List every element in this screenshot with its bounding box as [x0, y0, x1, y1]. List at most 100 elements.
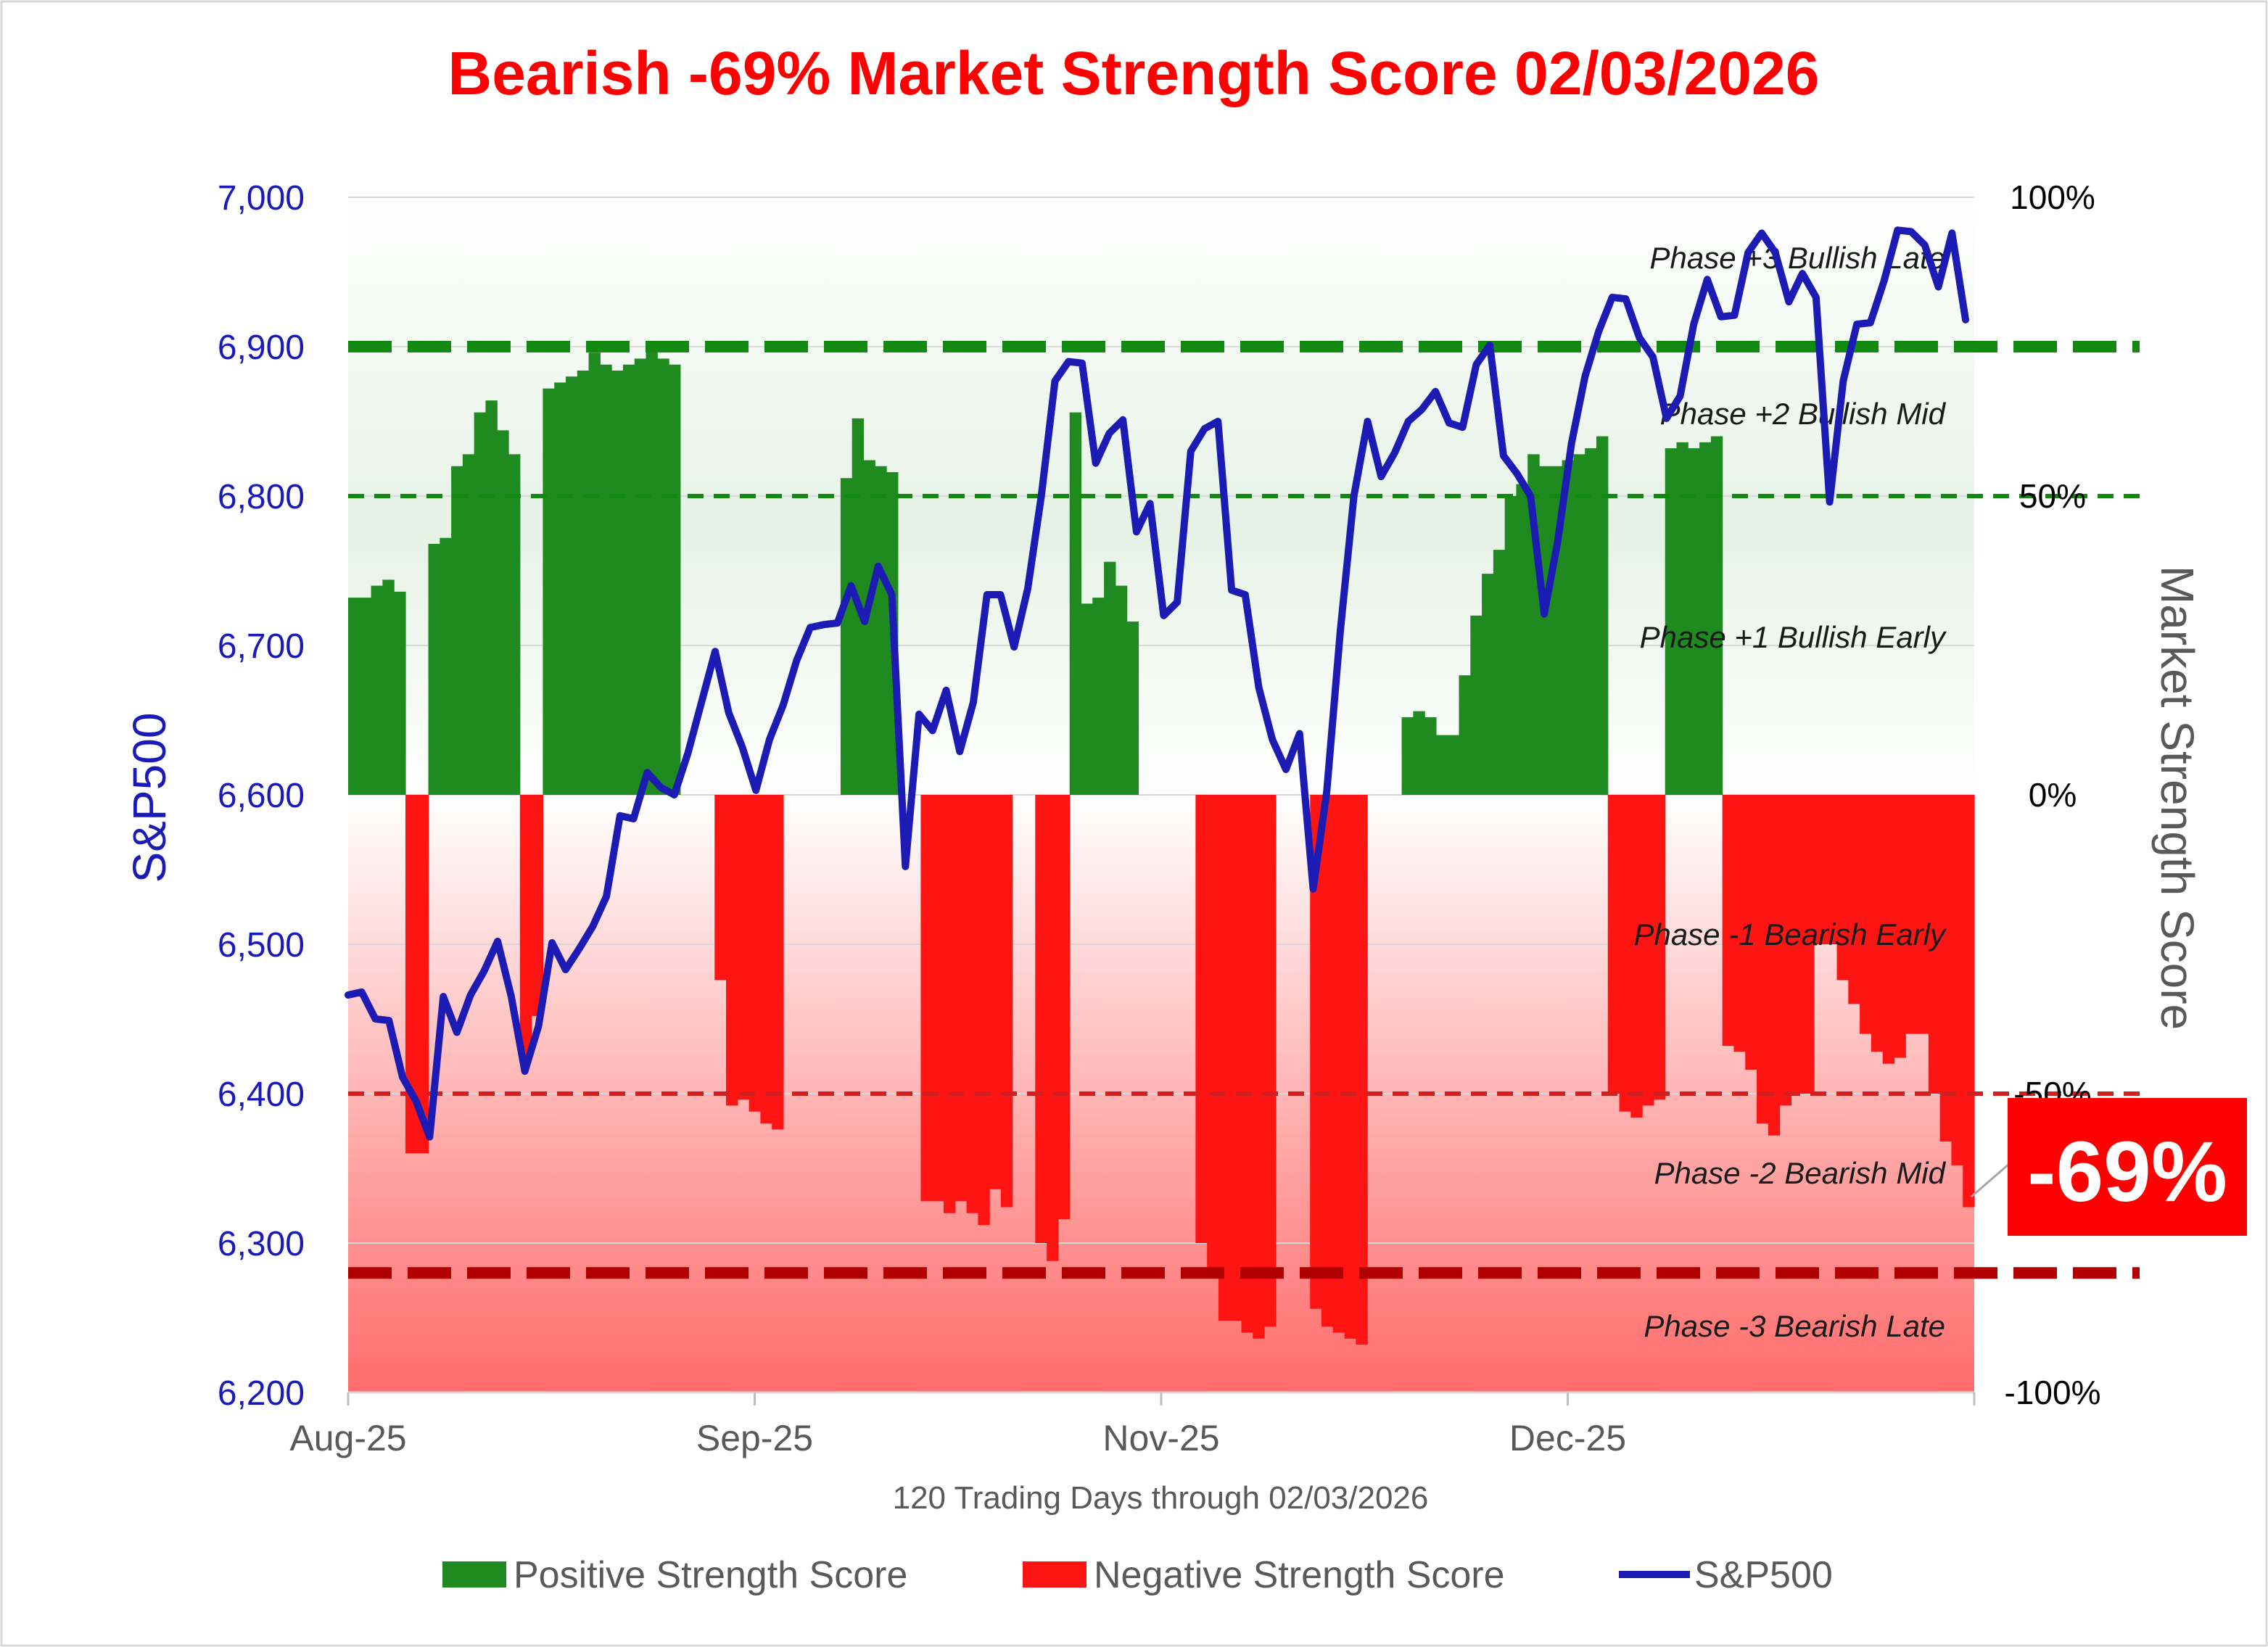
strength-bars: [348, 347, 1975, 1345]
bar-positive: [1710, 436, 1723, 795]
left-tick-label: 6,300: [218, 1225, 305, 1263]
bar-negative: [1894, 795, 1906, 1058]
axes: [347, 1391, 1976, 1405]
bar-positive: [588, 352, 601, 795]
phase-label: Phase -3 Bearish Late: [1644, 1309, 1945, 1343]
bar-positive: [634, 358, 647, 796]
legend: Positive Strength Score Negative Strengt…: [442, 1554, 1833, 1596]
bar-positive: [348, 598, 360, 795]
bar-negative: [978, 795, 990, 1226]
right-axis-ticks: -100%-50%0%50%100%: [2005, 178, 2101, 1411]
bar-negative: [1871, 795, 1884, 1052]
bar-positive: [451, 466, 463, 795]
bar-negative: [1928, 795, 1941, 1094]
bar-negative: [760, 795, 772, 1124]
bar-negative: [989, 795, 1002, 1189]
bar-positive: [1413, 711, 1425, 795]
bar-negative: [1332, 795, 1345, 1333]
x-tick-label: Aug-25: [289, 1418, 406, 1458]
phase-label: Phase +3 Bullish Late: [1650, 241, 1945, 275]
bar-negative: [1047, 795, 1059, 1261]
bar-positive: [622, 364, 635, 796]
bar-positive: [600, 364, 612, 796]
bar-negative: [1607, 795, 1620, 1094]
bar-positive: [611, 370, 624, 796]
sp500-line: [345, 226, 1969, 1141]
bar-negative: [1619, 795, 1631, 1112]
left-tick-label: 6,400: [218, 1076, 305, 1114]
bar-positive: [1585, 448, 1597, 795]
right-tick-label: -100%: [2005, 1374, 2101, 1411]
bar-negative: [1035, 795, 1047, 1243]
bar-negative: [1802, 795, 1815, 1094]
left-tick-label: 6,700: [218, 627, 305, 666]
bar-negative: [1905, 795, 1918, 1034]
bar-negative: [1825, 795, 1838, 944]
bar-positive: [1504, 496, 1517, 795]
bar-negative: [531, 795, 544, 1016]
left-axis-ticks: 6,200 6,300 6,400 6,500 6,600 6,700 6,800 6,900…: [218, 179, 305, 1413]
bar-positive: [485, 400, 498, 795]
bar-positive: [497, 430, 509, 795]
bar-negative: [1218, 795, 1231, 1321]
bar-positive: [577, 370, 590, 796]
bar-negative: [1356, 795, 1368, 1345]
bar-negative: [1321, 795, 1334, 1327]
bar-negative: [1848, 795, 1860, 1004]
bar-negative: [1344, 795, 1357, 1339]
right-tick-label: 50%: [2019, 477, 2086, 515]
bar-negative: [1642, 795, 1654, 1106]
bar-positive: [359, 598, 372, 795]
bar-positive: [840, 478, 853, 795]
bar-negative: [1733, 795, 1746, 1052]
bar-negative: [1882, 795, 1895, 1064]
bar-negative: [1791, 795, 1803, 1094]
bar-negative: [1951, 795, 1963, 1165]
bar-negative: [1195, 795, 1208, 1243]
bar-negative: [519, 795, 532, 1058]
bar-positive: [1401, 717, 1414, 795]
bar-positive: [565, 376, 578, 795]
bar-positive: [462, 454, 475, 795]
bar-negative: [1917, 795, 1929, 1034]
left-tick-label: 6,900: [218, 329, 305, 367]
bar-negative: [1241, 795, 1253, 1333]
bar-positive: [1081, 603, 1093, 795]
bar-negative: [1939, 795, 1952, 1142]
bar-positive: [440, 537, 452, 795]
callout-leader: [1971, 1163, 2010, 1198]
legend-label-line: S&P500: [1694, 1554, 1833, 1596]
bar-negative: [1653, 795, 1666, 1100]
bar-negative: [726, 795, 738, 1106]
right-axis-title: Market Strength Score: [2151, 566, 2203, 1030]
x-tick-label: Sep-25: [696, 1418, 813, 1458]
bar-positive: [554, 382, 566, 795]
bar-negative: [1310, 795, 1322, 1309]
bar-negative: [932, 795, 944, 1202]
phase-label: Phase +2 Bullish Mid: [1660, 397, 1947, 431]
legend-swatch-negative: [1023, 1561, 1086, 1588]
bar-positive: [371, 585, 383, 795]
bar-positive: [1126, 622, 1139, 795]
bar-positive: [1435, 735, 1448, 795]
bar-positive: [1424, 717, 1437, 795]
bar-positive: [1104, 561, 1116, 795]
right-tick-label: 100%: [2010, 178, 2095, 216]
bar-negative: [1253, 795, 1265, 1339]
left-tick-label: 6,600: [218, 777, 305, 815]
phase-labels: Phase +3 Bullish Late Phase +2 Bullish Mi…: [1633, 241, 1947, 1343]
x-tick-label: Nov-25: [1102, 1418, 1219, 1458]
bar-positive: [1573, 454, 1585, 795]
bar-positive: [875, 466, 887, 795]
bar-positive: [863, 460, 875, 795]
bar-positive: [508, 454, 521, 795]
left-tick-label: 7,000: [218, 179, 305, 218]
bar-negative: [737, 795, 750, 1100]
bar-positive: [1676, 442, 1688, 795]
bar-positive: [1482, 574, 1494, 795]
left-tick-label: 6,800: [218, 478, 305, 516]
legend-swatch-positive: [442, 1561, 506, 1588]
bar-positive: [1493, 550, 1506, 795]
